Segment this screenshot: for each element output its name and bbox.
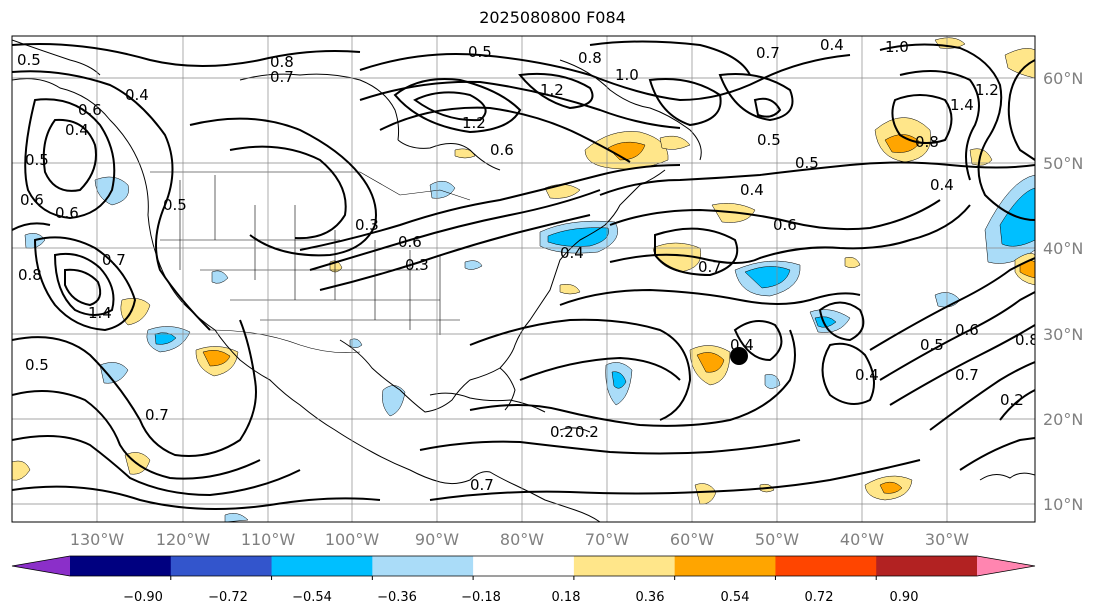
colorbar-segment — [775, 556, 877, 576]
map-title: 2025080800 F084 — [479, 8, 626, 27]
colorbar-segment — [271, 556, 373, 576]
contour-label: 0.6 — [20, 191, 44, 209]
colorbar-segment — [876, 556, 978, 576]
contour-label: 0.5 — [468, 43, 492, 61]
colorbar-tick-label: 0.90 — [890, 590, 919, 605]
contour-label: 0.8 — [18, 266, 42, 284]
contour-label: 0.4 — [740, 181, 764, 199]
colorbar-segment — [573, 556, 676, 576]
lon-label: 130°W — [70, 530, 125, 549]
contour-label: 0.8 — [915, 133, 939, 151]
lon-label: 60°W — [670, 530, 714, 549]
colorbar-segment — [372, 556, 474, 576]
contour-label: 0.7 — [102, 251, 126, 269]
graticule — [12, 36, 1035, 522]
contour-label: 0.7 — [955, 366, 979, 384]
contour-label: 0.8 — [578, 49, 602, 67]
contour-label: 1.2 — [975, 81, 999, 99]
lon-label: 90°W — [415, 530, 459, 549]
colorbar-extend-min — [12, 556, 70, 576]
colorbar-segment — [473, 556, 575, 576]
contour-label: 0.5 — [17, 51, 41, 69]
contour-label: 0.4 — [125, 86, 149, 104]
lon-label: 70°W — [585, 530, 629, 549]
contour-label: 0.5 — [163, 196, 187, 214]
contour-label: 0.3 — [405, 256, 429, 274]
contour-label: 0.4 — [65, 121, 89, 139]
colorbar-tick-label: 0.72 — [805, 590, 834, 605]
colorbar-segment — [674, 556, 776, 576]
contour-label: 0.8 — [1015, 331, 1039, 349]
colorbar-tick-label: −0.54 — [292, 590, 332, 605]
contour-label: 0.2 — [575, 423, 599, 441]
storm-marker-dot — [730, 347, 748, 365]
map-frame — [11, 35, 1036, 523]
longitude-labels: 130°W 120°W 110°W 100°W 90°W 80°W 70°W 6… — [70, 530, 969, 549]
lon-label: 30°W — [925, 530, 969, 549]
colorbar-segments — [11, 555, 1036, 580]
contour-label: 0.6 — [55, 204, 79, 222]
contour-label: 0.2 — [1000, 391, 1024, 409]
lon-label: 40°W — [840, 530, 884, 549]
contour-label: 1.2 — [462, 114, 486, 132]
colorbar-tick-label: 0.18 — [552, 590, 581, 605]
contour-label: 0.5 — [25, 151, 49, 169]
contour-label: 0.6 — [490, 141, 514, 159]
contour-label: 0.5 — [795, 154, 819, 172]
contour-label: 0.4 — [820, 36, 844, 54]
lat-label: 10°N — [1043, 495, 1083, 514]
lon-label: 120°W — [156, 530, 211, 549]
lat-label: 50°N — [1043, 154, 1083, 173]
contour-lines — [12, 40, 1035, 510]
contour-label: 1.4 — [950, 96, 974, 114]
contour-label: 0.7 — [698, 258, 722, 276]
contour-label: 0.5 — [25, 356, 49, 374]
latitude-labels: 60°N 50°N 40°N 30°N 20°N 10°N — [1043, 69, 1083, 514]
lon-label: 100°W — [325, 530, 380, 549]
contour-label: 0.4 — [930, 176, 954, 194]
contour-label: 0.2 — [550, 423, 574, 441]
contour-label: 1.2 — [540, 81, 564, 99]
contour-label: 0.6 — [955, 321, 979, 339]
lon-label: 80°W — [500, 530, 544, 549]
contour-label: 0.5 — [757, 131, 781, 149]
lat-label: 40°N — [1043, 239, 1083, 258]
contour-label: 0.5 — [920, 336, 944, 354]
colorbar-tick-label: −0.72 — [208, 590, 248, 605]
lat-label: 20°N — [1043, 410, 1083, 429]
colorbar-tick-label: 0.36 — [636, 590, 665, 605]
colorbar-tick-label: 0.54 — [721, 590, 750, 605]
contour-label: 0.6 — [773, 216, 797, 234]
contour-label: 0.4 — [855, 366, 879, 384]
contour-label: 0.6 — [78, 101, 102, 119]
contour-label: 0.7 — [470, 476, 494, 494]
map-background — [12, 36, 1035, 522]
colorbar-segment — [170, 556, 273, 576]
contour-label: 1.4 — [88, 304, 112, 322]
contour-label: 0.7 — [145, 406, 169, 424]
contour-label: 0.7 — [756, 44, 780, 62]
colorbar-outline — [11, 555, 1036, 577]
lat-label: 30°N — [1043, 325, 1083, 344]
contour-label: 0.4 — [560, 244, 584, 262]
colorbar-tick-label: −0.90 — [123, 590, 163, 605]
contour-label: 0.6 — [398, 233, 422, 251]
colorbar-extend-max — [977, 556, 1035, 576]
contour-label: 1.0 — [615, 66, 639, 84]
lat-label: 60°N — [1043, 69, 1083, 88]
colorbar-segment — [70, 556, 172, 576]
lon-label: 110°W — [241, 530, 296, 549]
colorbar-tick-label: −0.18 — [461, 590, 501, 605]
contour-label: 0.3 — [355, 216, 379, 234]
contour-label: 0.7 — [270, 68, 294, 86]
lon-label: 50°W — [755, 530, 799, 549]
contour-label: 0.8 — [270, 53, 294, 71]
contour-label: 1.0 — [885, 38, 909, 56]
colorbar-tick-label: −0.36 — [377, 590, 417, 605]
colorbar-ticks: −0.90 −0.72 −0.54 −0.36 −0.18 0.18 0.36 … — [123, 590, 918, 605]
colorbar: −0.90 −0.72 −0.54 −0.36 −0.18 0.18 0.36 … — [11, 555, 1036, 605]
contour-labels: 0.8 0.5 0.8 1.0 0.7 0.4 0.7 0.5 0.4 1.0 … — [17, 36, 1039, 494]
